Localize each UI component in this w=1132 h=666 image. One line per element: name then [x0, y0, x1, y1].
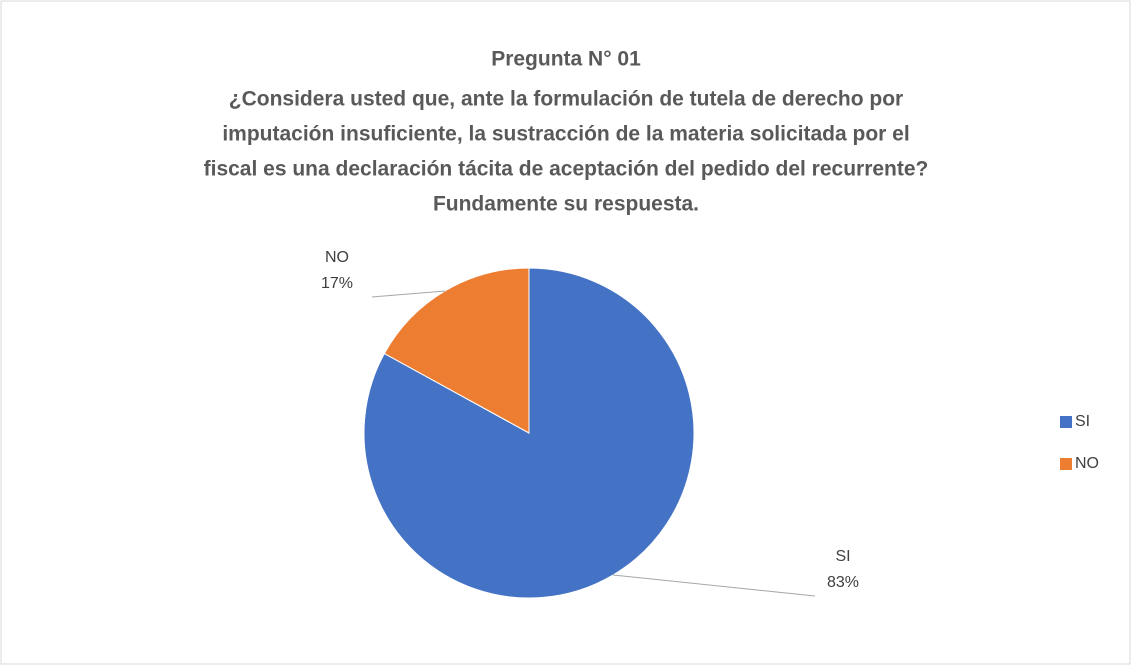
legend-label: NO [1075, 455, 1099, 472]
data-label-category: NO [325, 249, 349, 266]
legend-swatch [1060, 458, 1072, 470]
leader-line [612, 574, 816, 597]
pie-slice [383, 267, 530, 434]
data-label: 83% [827, 574, 859, 591]
leader-line [371, 290, 446, 298]
data-label: 17% [321, 275, 353, 292]
legend-swatch [1060, 416, 1072, 428]
chart-subtitle: imputación insuficiente, la sustracción … [222, 123, 909, 146]
chart-subtitle: fiscal es una declaración tácita de acep… [204, 158, 929, 181]
chart-subtitle: ¿Considera usted que, ante la formulació… [229, 88, 903, 111]
chart-subtitle: Fundamente su respuesta. [433, 193, 699, 216]
data-label-category: SI [835, 548, 850, 565]
chart-title: Pregunta N° 01 [491, 48, 641, 71]
legend-label: SI [1075, 413, 1090, 430]
